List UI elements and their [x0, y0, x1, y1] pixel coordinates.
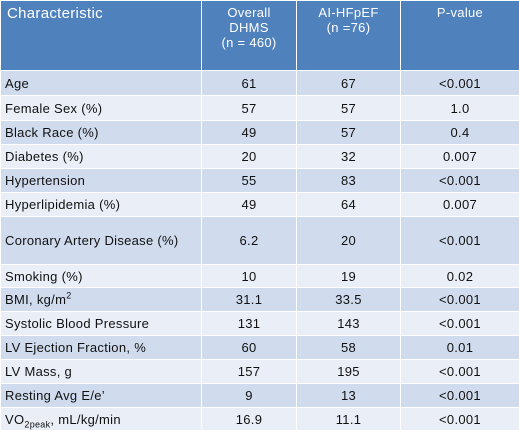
value-cell: <0.001: [401, 312, 519, 336]
value-cell: 57: [297, 121, 401, 145]
value-cell: 49: [202, 193, 297, 217]
text-part: VO: [5, 412, 24, 427]
row-label: Diabetes (%): [1, 145, 202, 169]
text-part: , mL/kg/min: [50, 412, 120, 427]
value-cell: <0.001: [401, 384, 519, 408]
value-cell: <0.001: [401, 71, 519, 96]
text-line: AI-HFpEF: [301, 5, 396, 20]
value-cell: 13: [297, 384, 401, 408]
row-label: LV Mass, g: [1, 360, 202, 384]
text-part: 2peak: [24, 419, 50, 429]
value-cell: 0.007: [401, 145, 519, 169]
header-cell: Characteristic: [1, 1, 202, 71]
text-part: BMI, kg/m: [5, 292, 66, 307]
row-label: Age: [1, 71, 202, 96]
value-cell: 31.1: [202, 288, 297, 312]
row-label: Coronary Artery Disease (%): [1, 217, 202, 265]
value-cell: 32: [297, 145, 401, 169]
header-cell: AI-HFpEF(n =76): [297, 1, 401, 71]
row-label: Hyperlipidemia (%): [1, 193, 202, 217]
row-label: Female Sex (%): [1, 96, 202, 121]
value-cell: 67: [297, 71, 401, 96]
row-label: VO2peak, mL/kg/min: [1, 408, 202, 431]
value-cell: 195: [297, 360, 401, 384]
value-cell: 20: [202, 145, 297, 169]
row-label: Hypertension: [1, 169, 202, 193]
row-label: Smoking (%): [1, 265, 202, 288]
value-cell: 11.1: [297, 408, 401, 431]
value-cell: 33.5: [297, 288, 401, 312]
value-cell: 60: [202, 336, 297, 360]
value-cell: 1.0: [401, 96, 519, 121]
value-cell: 55: [202, 169, 297, 193]
row-label: Resting Avg E/e’: [1, 384, 202, 408]
value-cell: <0.001: [401, 288, 519, 312]
value-cell: 57: [202, 96, 297, 121]
value-cell: 6.2: [202, 217, 297, 265]
value-cell: 0.02: [401, 265, 519, 288]
value-cell: 9: [202, 384, 297, 408]
value-cell: <0.001: [401, 169, 519, 193]
value-cell: 61: [202, 71, 297, 96]
value-cell: 19: [297, 265, 401, 288]
value-cell: 64: [297, 193, 401, 217]
text-line: Overall: [206, 5, 292, 20]
value-cell: 131: [202, 312, 297, 336]
text-part: 2: [66, 291, 71, 301]
row-label: Black Race (%): [1, 121, 202, 145]
row-label: Systolic Blood Pressure: [1, 312, 202, 336]
value-cell: <0.001: [401, 360, 519, 384]
value-cell: 157: [202, 360, 297, 384]
value-cell: 10: [202, 265, 297, 288]
value-cell: 58: [297, 336, 401, 360]
text-line: (n =76): [301, 20, 396, 35]
value-cell: 83: [297, 169, 401, 193]
value-cell: <0.001: [401, 408, 519, 431]
value-cell: 0.4: [401, 121, 519, 145]
value-cell: 16.9: [202, 408, 297, 431]
value-cell: 0.01: [401, 336, 519, 360]
value-cell: <0.001: [401, 217, 519, 265]
row-label: BMI, kg/m2: [1, 288, 202, 312]
value-cell: 57: [297, 96, 401, 121]
row-label: LV Ejection Fraction, %: [1, 336, 202, 360]
value-cell: 0.007: [401, 193, 519, 217]
value-cell: 49: [202, 121, 297, 145]
value-cell: 20: [297, 217, 401, 265]
text-line: DHMS: [206, 20, 292, 35]
header-cell: P-value: [401, 1, 519, 71]
value-cell: 143: [297, 312, 401, 336]
text-line: (n = 460): [206, 35, 292, 50]
